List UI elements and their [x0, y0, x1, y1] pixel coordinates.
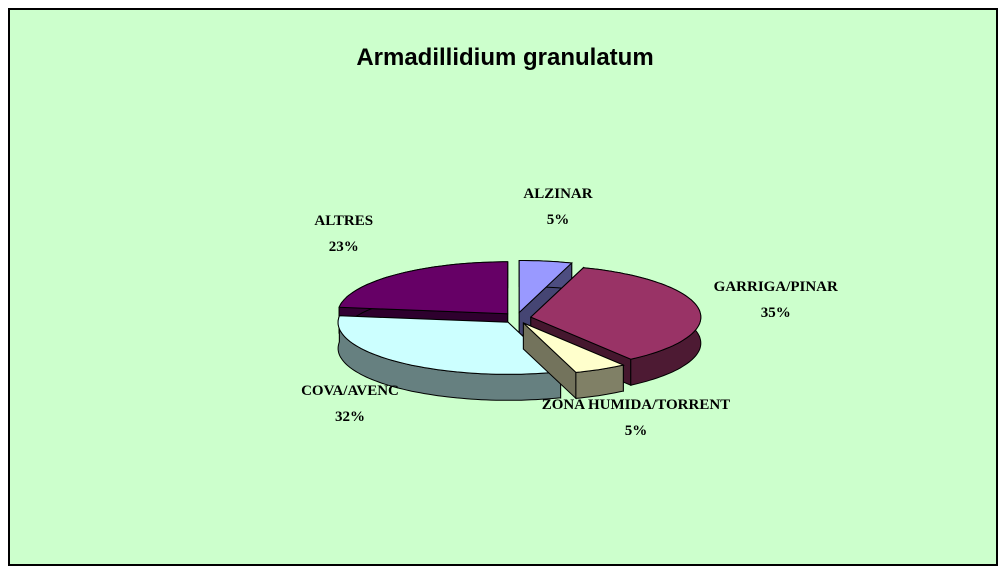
slice-top	[337, 315, 562, 375]
chart-title: Armadillidium granulatum	[356, 44, 654, 71]
category-label: COVA/AVENC	[301, 383, 399, 400]
chart: Armadillidium granulatum ALZINAR 5% GARRIG…	[8, 8, 998, 566]
slice	[522, 321, 625, 400]
value-label: 5%	[624, 422, 648, 439]
category-label: ALZINAR	[523, 186, 593, 203]
slice-top	[529, 267, 702, 360]
value-label: 5%	[546, 212, 570, 229]
data-label: ZONA HUMIDA/TORRENT 5%	[536, 392, 736, 444]
data-label: ALTRES 23%	[269, 208, 419, 260]
value-label: 23%	[328, 238, 359, 255]
value-label: 32%	[334, 409, 365, 426]
data-label: COVA/AVENC 32%	[275, 378, 425, 430]
data-label: GARRIGA/PINAR 35%	[701, 274, 851, 326]
slice-top	[518, 260, 573, 314]
category-label: GARRIGA/PINAR	[713, 279, 838, 296]
category-label: ZONA HUMIDA/TORRENT	[541, 396, 731, 413]
slice-top	[338, 261, 509, 315]
value-label: 35%	[760, 305, 791, 322]
data-label: ALZINAR 5%	[483, 181, 633, 233]
pie	[337, 260, 702, 401]
slice	[337, 315, 562, 401]
category-label: ALTRES	[314, 212, 374, 229]
slice-top	[523, 322, 625, 373]
